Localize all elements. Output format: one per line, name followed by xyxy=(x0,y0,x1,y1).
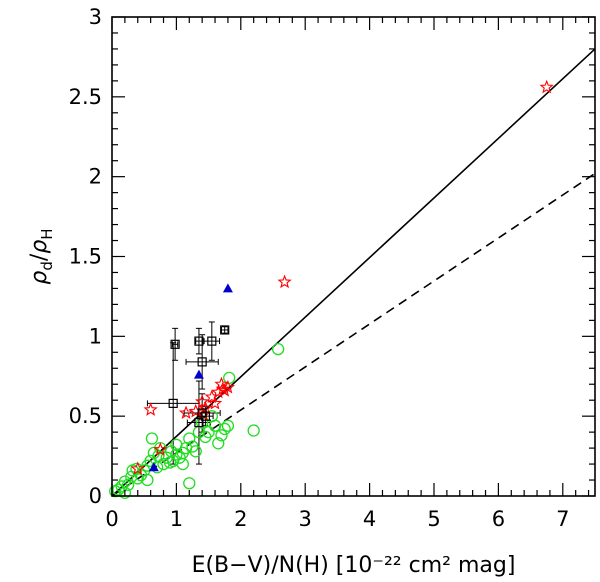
red-star-point xyxy=(217,383,232,397)
red-star-point xyxy=(153,442,168,456)
green-circle-point xyxy=(118,486,132,499)
axis-ticks xyxy=(111,16,595,497)
green-circle-point xyxy=(202,425,215,439)
green-circle-point xyxy=(145,432,159,445)
green-circle-point xyxy=(212,437,225,450)
red-star-point xyxy=(198,400,213,415)
green-circle-point xyxy=(183,477,196,490)
y-tick-label: 1.5 xyxy=(69,245,102,269)
tick-labels: 0 1 2 3 4 5 6 7 0 0.5 1 1.5 2 2.5 3 xyxy=(69,5,570,531)
x-tick-label: 6 xyxy=(492,507,505,531)
green-circle-point xyxy=(183,432,196,445)
red-star-point xyxy=(204,389,219,404)
blue-triangle-point xyxy=(222,283,233,293)
green-circle-point xyxy=(247,424,260,437)
square-point xyxy=(207,336,217,346)
solid-fit-line xyxy=(111,48,596,497)
y-axis-title: ρd/ρH xyxy=(27,228,56,284)
red-star-point xyxy=(220,379,236,394)
y-axis-title-sub-h: H xyxy=(38,228,56,239)
red-star-point xyxy=(277,274,292,289)
fit-lines xyxy=(111,48,596,497)
square-point xyxy=(170,339,180,349)
square-point xyxy=(194,417,204,428)
green-circle-point xyxy=(131,472,144,485)
red-star-point xyxy=(211,384,226,399)
x-tick-label: 5 xyxy=(427,507,440,531)
green-circle-point xyxy=(121,478,135,491)
y-axis-title-sub-d: d xyxy=(38,261,56,271)
blue-triangle-point xyxy=(193,369,204,379)
red-star-point xyxy=(195,394,210,408)
x-tick-label: 3 xyxy=(299,507,312,531)
green-circle-point xyxy=(218,422,231,436)
green-circle-point xyxy=(221,419,235,432)
green-circle-point xyxy=(141,473,154,487)
green-circle-point xyxy=(272,342,285,356)
red-star-point xyxy=(130,461,145,475)
y-tick-label: 3 xyxy=(89,5,102,29)
green-circle-point xyxy=(189,445,202,458)
y-axis-title-rho-h: ρ xyxy=(27,240,52,254)
green-circle-point xyxy=(165,445,178,458)
y-tick-label: 0 xyxy=(89,484,102,508)
x-tick-label: 1 xyxy=(170,507,183,531)
red-star-point xyxy=(215,381,230,396)
blue-triangle-point xyxy=(148,462,159,472)
error-bars xyxy=(146,321,229,465)
square-point xyxy=(200,411,210,421)
red-star-point xyxy=(207,395,223,410)
square-point xyxy=(168,398,178,408)
x-tick-label: 4 xyxy=(363,507,376,531)
red-star-point xyxy=(143,402,158,416)
data-markers xyxy=(109,79,554,499)
red-star-point xyxy=(178,405,194,420)
y-axis-title-slash: / xyxy=(27,253,52,261)
x-tick-label: 0 xyxy=(105,507,118,531)
green-circle-point xyxy=(223,371,236,384)
green-circle-point xyxy=(176,457,189,471)
y-axis-title-rho-d: ρ xyxy=(27,271,52,285)
green-circle-point xyxy=(215,429,228,442)
x-axis-title: E(B−V)/N(H) [10⁻²² cm² mag] xyxy=(192,553,516,578)
square-point xyxy=(220,325,230,335)
x-tick-label: 2 xyxy=(234,507,247,531)
plot-frame xyxy=(111,16,596,497)
square-point xyxy=(197,408,207,418)
square-point xyxy=(194,336,204,346)
red-star-point xyxy=(539,79,554,94)
y-tick-label: 1 xyxy=(89,324,102,348)
y-tick-label: 2.5 xyxy=(69,85,102,109)
square-point xyxy=(197,357,207,367)
y-tick-label: 2 xyxy=(89,165,102,189)
x-tick-label: 7 xyxy=(556,507,569,531)
y-tick-label: 0.5 xyxy=(69,404,102,428)
